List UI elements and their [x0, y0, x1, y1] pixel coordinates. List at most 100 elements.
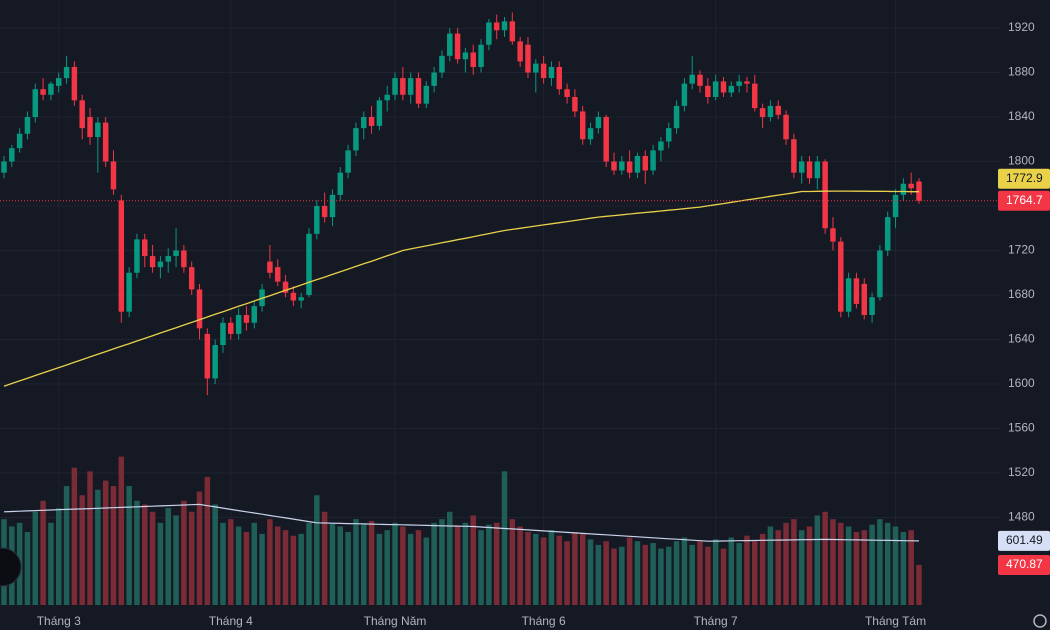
last-volume-label-bg [998, 554, 1050, 575]
candle-body [251, 306, 257, 323]
volume-bar [470, 515, 476, 605]
candle-body [869, 297, 875, 316]
candle-body [798, 161, 805, 173]
candle-body [63, 66, 70, 79]
candle-body [267, 261, 273, 273]
candle-body [626, 161, 633, 173]
volume-bar [564, 541, 570, 605]
volume-bar [314, 495, 320, 605]
candle-body [877, 250, 883, 298]
candle-body [791, 139, 797, 173]
candle-body [376, 100, 383, 126]
volume-bar [321, 511, 328, 605]
candle-body [658, 141, 664, 151]
volume-bar [728, 537, 735, 605]
x-tick-label: Tháng 3 [37, 614, 81, 628]
candle-body [181, 250, 187, 268]
volume-bar [525, 532, 531, 605]
candle-body [447, 33, 453, 56]
candle-body [728, 85, 735, 93]
volume-ma-label: 601.49 [1006, 533, 1043, 547]
volume-bar [556, 535, 562, 605]
candle-body [282, 281, 289, 293]
candle-body [24, 117, 31, 134]
candle-body [454, 33, 461, 60]
volume-bar [243, 532, 250, 605]
candle-body [884, 217, 891, 251]
volume-bar [517, 526, 523, 605]
candle-body [298, 297, 304, 301]
volume-bar [329, 522, 336, 605]
candle-body [556, 66, 562, 90]
candle-body [337, 172, 344, 195]
volume-bar [775, 530, 781, 605]
volume-bar [56, 508, 62, 605]
candle-body [759, 108, 766, 118]
volume-bar [697, 541, 703, 605]
volume-bar [48, 522, 54, 605]
y-tick-label: 1560 [1008, 421, 1035, 435]
volume-bar [540, 537, 547, 605]
volume-bar [666, 546, 672, 605]
candle-body [501, 21, 508, 31]
candle-body [712, 81, 719, 97]
y-tick-label: 1520 [1008, 465, 1035, 479]
volume-bar [196, 491, 203, 605]
candle-body [40, 89, 46, 95]
moving-average-line [3, 190, 919, 387]
volume-bar [814, 515, 821, 605]
volume-bar [759, 533, 766, 605]
volume-bar [415, 530, 422, 605]
volume-bar [32, 511, 39, 605]
candle-body [775, 105, 781, 115]
volume-bar [431, 522, 437, 605]
volume-bar [509, 519, 516, 605]
candle-body [196, 289, 203, 329]
volume-bar [251, 522, 257, 605]
candle-body [486, 22, 492, 45]
volume-bar [877, 519, 883, 605]
candle-body [188, 267, 195, 290]
volume-bar [454, 526, 461, 605]
candle-body [95, 122, 101, 138]
candle-body [110, 161, 117, 190]
candle-body [306, 233, 312, 295]
volume-bar [572, 532, 578, 605]
settings-icon[interactable] [1033, 614, 1047, 628]
candle-body [853, 278, 860, 304]
candle-body [564, 89, 570, 97]
candle-body [744, 81, 750, 84]
volume-bar [188, 511, 195, 605]
candle-body [540, 63, 547, 79]
candle-body [79, 100, 85, 129]
volume-bar [212, 504, 218, 605]
volume-bar [290, 535, 297, 605]
candle-body [274, 267, 281, 282]
volume-bar [71, 467, 78, 605]
volume-bar [407, 533, 414, 605]
candle-body [595, 117, 602, 129]
volume-bar [673, 541, 680, 605]
y-tick-label: 1600 [1008, 376, 1035, 390]
volume-bar [634, 541, 641, 605]
volume-bar [900, 532, 907, 605]
logo[interactable] [0, 547, 22, 587]
candle-body [736, 81, 742, 86]
volume-bar [400, 526, 406, 605]
candle-body [415, 78, 422, 104]
volume-bar [204, 476, 211, 605]
volume-bar [603, 541, 609, 605]
volume-bar [642, 544, 649, 605]
volume-bar [486, 524, 492, 605]
volume-bar [892, 526, 899, 605]
volume-bar [361, 524, 367, 605]
y-tick-label: 1680 [1008, 287, 1035, 301]
candle-body [431, 72, 437, 86]
volume-bar [587, 539, 594, 605]
volume-bar [79, 495, 85, 605]
volume-bar [353, 519, 359, 605]
candle-body [439, 55, 445, 73]
y-tick-label: 1800 [1008, 154, 1035, 168]
candle-body [572, 96, 578, 112]
axes: 1920188018401800176017201680164016001560… [37, 20, 1050, 628]
